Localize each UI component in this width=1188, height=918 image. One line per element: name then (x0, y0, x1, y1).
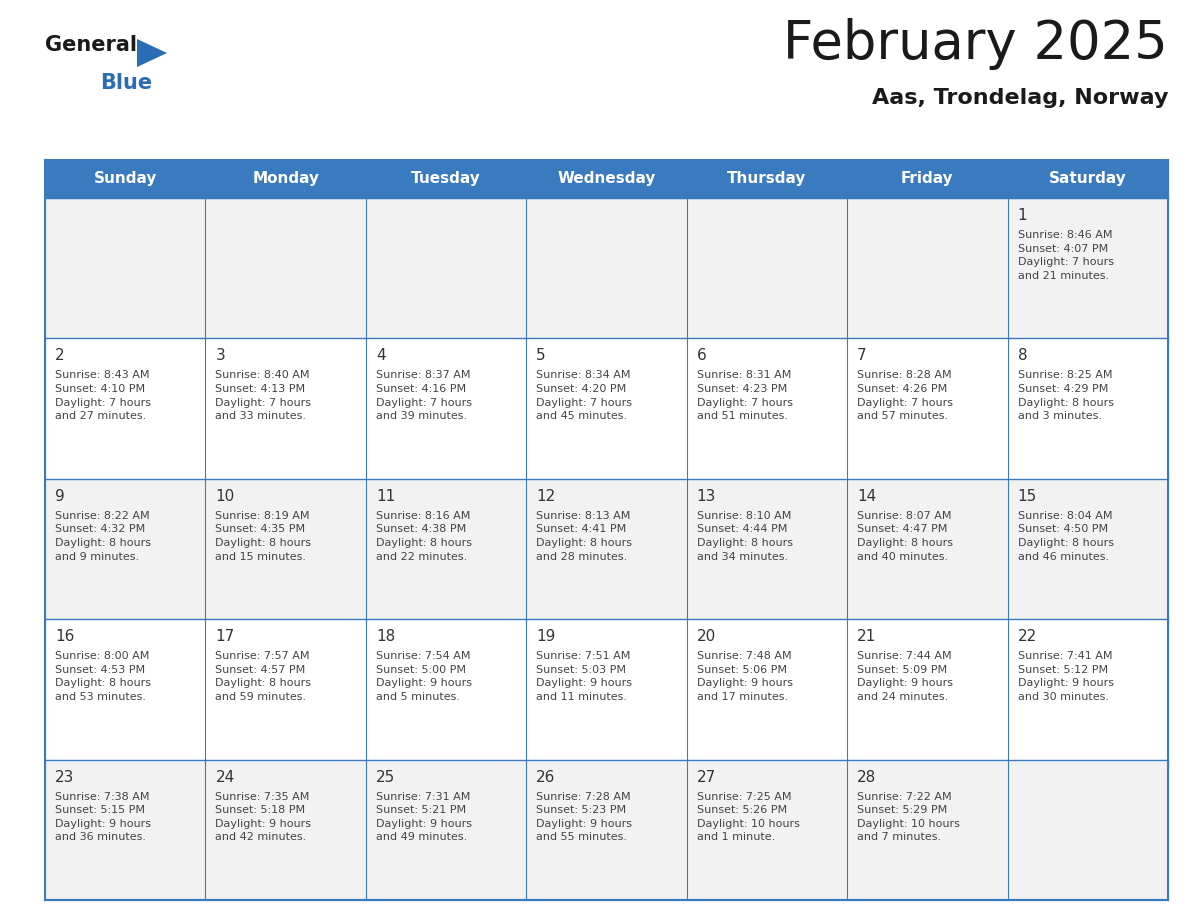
Text: 13: 13 (696, 488, 716, 504)
Text: General: General (45, 35, 137, 55)
Bar (45, 160, 1168, 198)
Text: 16: 16 (55, 629, 75, 644)
Text: Sunrise: 7:25 AM
Sunset: 5:26 PM
Daylight: 10 hours
and 1 minute.: Sunrise: 7:25 AM Sunset: 5:26 PM Dayligh… (696, 791, 800, 843)
Text: February 2025: February 2025 (783, 18, 1168, 70)
Text: Tuesday: Tuesday (411, 172, 481, 186)
Text: Sunrise: 7:51 AM
Sunset: 5:03 PM
Daylight: 9 hours
and 11 minutes.: Sunrise: 7:51 AM Sunset: 5:03 PM Dayligh… (536, 651, 632, 702)
Text: Sunrise: 8:34 AM
Sunset: 4:20 PM
Daylight: 7 hours
and 45 minutes.: Sunrise: 8:34 AM Sunset: 4:20 PM Dayligh… (536, 370, 632, 421)
Text: Sunrise: 8:46 AM
Sunset: 4:07 PM
Daylight: 7 hours
and 21 minutes.: Sunrise: 8:46 AM Sunset: 4:07 PM Dayligh… (1018, 230, 1113, 281)
Text: Sunrise: 7:54 AM
Sunset: 5:00 PM
Daylight: 9 hours
and 5 minutes.: Sunrise: 7:54 AM Sunset: 5:00 PM Dayligh… (375, 651, 472, 702)
Text: Sunrise: 8:13 AM
Sunset: 4:41 PM
Daylight: 8 hours
and 28 minutes.: Sunrise: 8:13 AM Sunset: 4:41 PM Dayligh… (536, 510, 632, 562)
Text: 24: 24 (215, 769, 235, 785)
Text: 18: 18 (375, 629, 396, 644)
Text: Aas, Trondelag, Norway: Aas, Trondelag, Norway (872, 88, 1168, 108)
Text: Monday: Monday (252, 172, 320, 186)
Polygon shape (137, 39, 168, 67)
Text: Sunrise: 7:35 AM
Sunset: 5:18 PM
Daylight: 9 hours
and 42 minutes.: Sunrise: 7:35 AM Sunset: 5:18 PM Dayligh… (215, 791, 311, 843)
Text: 3: 3 (215, 349, 226, 364)
Bar (45, 620, 1168, 759)
Text: 28: 28 (858, 769, 877, 785)
Text: Sunrise: 8:22 AM
Sunset: 4:32 PM
Daylight: 8 hours
and 9 minutes.: Sunrise: 8:22 AM Sunset: 4:32 PM Dayligh… (55, 510, 151, 562)
Text: 11: 11 (375, 488, 396, 504)
Text: 9: 9 (55, 488, 65, 504)
Text: 2: 2 (55, 349, 64, 364)
Text: 1: 1 (1018, 208, 1028, 223)
Text: 4: 4 (375, 349, 385, 364)
Bar (45, 479, 1168, 620)
Text: Sunrise: 8:04 AM
Sunset: 4:50 PM
Daylight: 8 hours
and 46 minutes.: Sunrise: 8:04 AM Sunset: 4:50 PM Dayligh… (1018, 510, 1113, 562)
Text: 23: 23 (55, 769, 75, 785)
Text: Sunrise: 8:37 AM
Sunset: 4:16 PM
Daylight: 7 hours
and 39 minutes.: Sunrise: 8:37 AM Sunset: 4:16 PM Dayligh… (375, 370, 472, 421)
Text: Sunrise: 7:57 AM
Sunset: 4:57 PM
Daylight: 8 hours
and 59 minutes.: Sunrise: 7:57 AM Sunset: 4:57 PM Dayligh… (215, 651, 311, 702)
Text: 5: 5 (536, 349, 546, 364)
Text: Friday: Friday (901, 172, 954, 186)
Text: Sunrise: 7:44 AM
Sunset: 5:09 PM
Daylight: 9 hours
and 24 minutes.: Sunrise: 7:44 AM Sunset: 5:09 PM Dayligh… (858, 651, 953, 702)
Text: Sunrise: 8:40 AM
Sunset: 4:13 PM
Daylight: 7 hours
and 33 minutes.: Sunrise: 8:40 AM Sunset: 4:13 PM Dayligh… (215, 370, 311, 421)
Text: Sunrise: 8:07 AM
Sunset: 4:47 PM
Daylight: 8 hours
and 40 minutes.: Sunrise: 8:07 AM Sunset: 4:47 PM Dayligh… (858, 510, 953, 562)
Text: Sunrise: 7:48 AM
Sunset: 5:06 PM
Daylight: 9 hours
and 17 minutes.: Sunrise: 7:48 AM Sunset: 5:06 PM Dayligh… (696, 651, 792, 702)
Text: Saturday: Saturday (1049, 172, 1126, 186)
Text: 7: 7 (858, 349, 867, 364)
Text: 26: 26 (536, 769, 556, 785)
Text: Sunrise: 7:41 AM
Sunset: 5:12 PM
Daylight: 9 hours
and 30 minutes.: Sunrise: 7:41 AM Sunset: 5:12 PM Dayligh… (1018, 651, 1113, 702)
Text: Sunrise: 8:00 AM
Sunset: 4:53 PM
Daylight: 8 hours
and 53 minutes.: Sunrise: 8:00 AM Sunset: 4:53 PM Dayligh… (55, 651, 151, 702)
Text: Sunrise: 7:31 AM
Sunset: 5:21 PM
Daylight: 9 hours
and 49 minutes.: Sunrise: 7:31 AM Sunset: 5:21 PM Dayligh… (375, 791, 472, 843)
Text: Sunrise: 8:28 AM
Sunset: 4:26 PM
Daylight: 7 hours
and 57 minutes.: Sunrise: 8:28 AM Sunset: 4:26 PM Dayligh… (858, 370, 953, 421)
Text: Sunrise: 7:38 AM
Sunset: 5:15 PM
Daylight: 9 hours
and 36 minutes.: Sunrise: 7:38 AM Sunset: 5:15 PM Dayligh… (55, 791, 151, 843)
Text: 19: 19 (536, 629, 556, 644)
Text: Sunrise: 8:43 AM
Sunset: 4:10 PM
Daylight: 7 hours
and 27 minutes.: Sunrise: 8:43 AM Sunset: 4:10 PM Dayligh… (55, 370, 151, 421)
Text: 25: 25 (375, 769, 396, 785)
Text: 12: 12 (536, 488, 556, 504)
Text: Blue: Blue (100, 73, 152, 93)
Text: Sunrise: 7:28 AM
Sunset: 5:23 PM
Daylight: 9 hours
and 55 minutes.: Sunrise: 7:28 AM Sunset: 5:23 PM Dayligh… (536, 791, 632, 843)
Text: 27: 27 (696, 769, 716, 785)
Text: 6: 6 (696, 349, 707, 364)
Text: 8: 8 (1018, 349, 1028, 364)
Text: 20: 20 (696, 629, 716, 644)
Bar (45, 339, 1168, 479)
Text: Thursday: Thursday (727, 172, 807, 186)
Bar (45, 759, 1168, 900)
Text: 17: 17 (215, 629, 235, 644)
Text: Wednesday: Wednesday (557, 172, 656, 186)
Text: 21: 21 (858, 629, 877, 644)
Text: Sunrise: 8:31 AM
Sunset: 4:23 PM
Daylight: 7 hours
and 51 minutes.: Sunrise: 8:31 AM Sunset: 4:23 PM Dayligh… (696, 370, 792, 421)
Text: 22: 22 (1018, 629, 1037, 644)
Text: Sunrise: 8:10 AM
Sunset: 4:44 PM
Daylight: 8 hours
and 34 minutes.: Sunrise: 8:10 AM Sunset: 4:44 PM Dayligh… (696, 510, 792, 562)
Text: 14: 14 (858, 488, 877, 504)
Text: 15: 15 (1018, 488, 1037, 504)
Text: Sunday: Sunday (94, 172, 157, 186)
Text: Sunrise: 8:19 AM
Sunset: 4:35 PM
Daylight: 8 hours
and 15 minutes.: Sunrise: 8:19 AM Sunset: 4:35 PM Dayligh… (215, 510, 311, 562)
Text: 10: 10 (215, 488, 235, 504)
Text: Sunrise: 8:16 AM
Sunset: 4:38 PM
Daylight: 8 hours
and 22 minutes.: Sunrise: 8:16 AM Sunset: 4:38 PM Dayligh… (375, 510, 472, 562)
Bar (45, 198, 1168, 339)
Text: Sunrise: 8:25 AM
Sunset: 4:29 PM
Daylight: 8 hours
and 3 minutes.: Sunrise: 8:25 AM Sunset: 4:29 PM Dayligh… (1018, 370, 1113, 421)
Text: Sunrise: 7:22 AM
Sunset: 5:29 PM
Daylight: 10 hours
and 7 minutes.: Sunrise: 7:22 AM Sunset: 5:29 PM Dayligh… (858, 791, 960, 843)
